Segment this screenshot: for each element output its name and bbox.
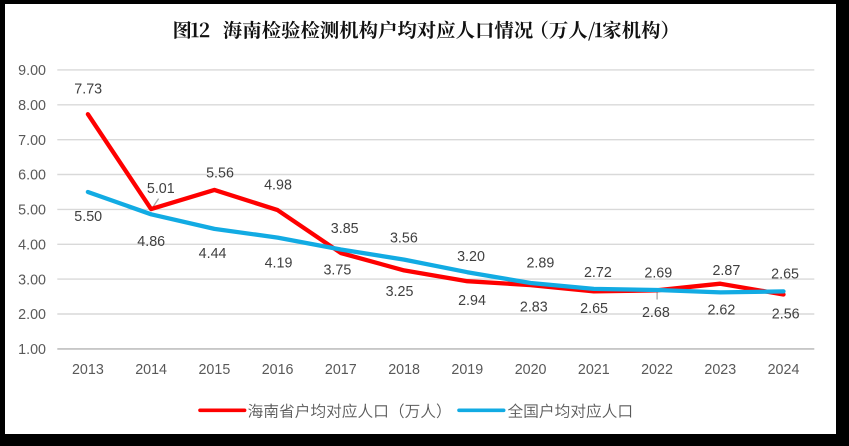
svg-text:2019: 2019 — [451, 362, 483, 378]
svg-text:2023: 2023 — [704, 362, 736, 378]
svg-text:2015: 2015 — [198, 362, 230, 378]
svg-text:2.00: 2.00 — [18, 307, 46, 323]
svg-text:2.56: 2.56 — [772, 306, 800, 322]
svg-text:2018: 2018 — [388, 362, 420, 378]
svg-text:1.00: 1.00 — [18, 342, 46, 358]
svg-text:2.65: 2.65 — [580, 301, 608, 317]
svg-text:2.94: 2.94 — [458, 293, 486, 309]
svg-text:2016: 2016 — [262, 362, 294, 378]
svg-text:2022: 2022 — [641, 362, 673, 378]
svg-text:2013: 2013 — [72, 362, 104, 378]
svg-text:2014: 2014 — [135, 362, 167, 378]
svg-text:4.19: 4.19 — [265, 255, 293, 271]
svg-text:6.00: 6.00 — [18, 168, 46, 184]
svg-text:3.25: 3.25 — [386, 284, 414, 300]
svg-text:2017: 2017 — [325, 362, 357, 378]
svg-text:4.98: 4.98 — [264, 177, 292, 193]
svg-text:2021: 2021 — [578, 362, 610, 378]
svg-text:2.72: 2.72 — [584, 265, 612, 281]
svg-text:5.00: 5.00 — [18, 203, 46, 219]
svg-text:3.85: 3.85 — [331, 221, 359, 237]
svg-text:8.00: 8.00 — [18, 98, 46, 114]
svg-text:3.56: 3.56 — [390, 231, 418, 247]
svg-text:2.68: 2.68 — [642, 305, 670, 321]
svg-text:2.83: 2.83 — [520, 300, 548, 316]
svg-text:7.00: 7.00 — [18, 133, 46, 149]
svg-text:5.01: 5.01 — [147, 181, 175, 197]
svg-text:2.69: 2.69 — [644, 266, 672, 282]
svg-text:2020: 2020 — [515, 362, 547, 378]
svg-text:3.00: 3.00 — [18, 272, 46, 288]
svg-text:2.89: 2.89 — [526, 256, 554, 272]
svg-text:5.56: 5.56 — [206, 166, 234, 182]
svg-text:4.86: 4.86 — [137, 234, 165, 250]
svg-text:2.65: 2.65 — [771, 267, 799, 283]
svg-text:7.73: 7.73 — [74, 82, 102, 98]
svg-text:4.44: 4.44 — [199, 246, 227, 262]
svg-text:4.00: 4.00 — [18, 238, 46, 254]
svg-text:2.62: 2.62 — [707, 303, 735, 319]
svg-text:2024: 2024 — [768, 362, 800, 378]
svg-text:9.00: 9.00 — [18, 63, 46, 79]
svg-text:2.87: 2.87 — [712, 263, 740, 279]
svg-text:3.20: 3.20 — [457, 249, 485, 265]
svg-text:3.75: 3.75 — [323, 263, 351, 279]
svg-text:5.50: 5.50 — [74, 209, 102, 225]
